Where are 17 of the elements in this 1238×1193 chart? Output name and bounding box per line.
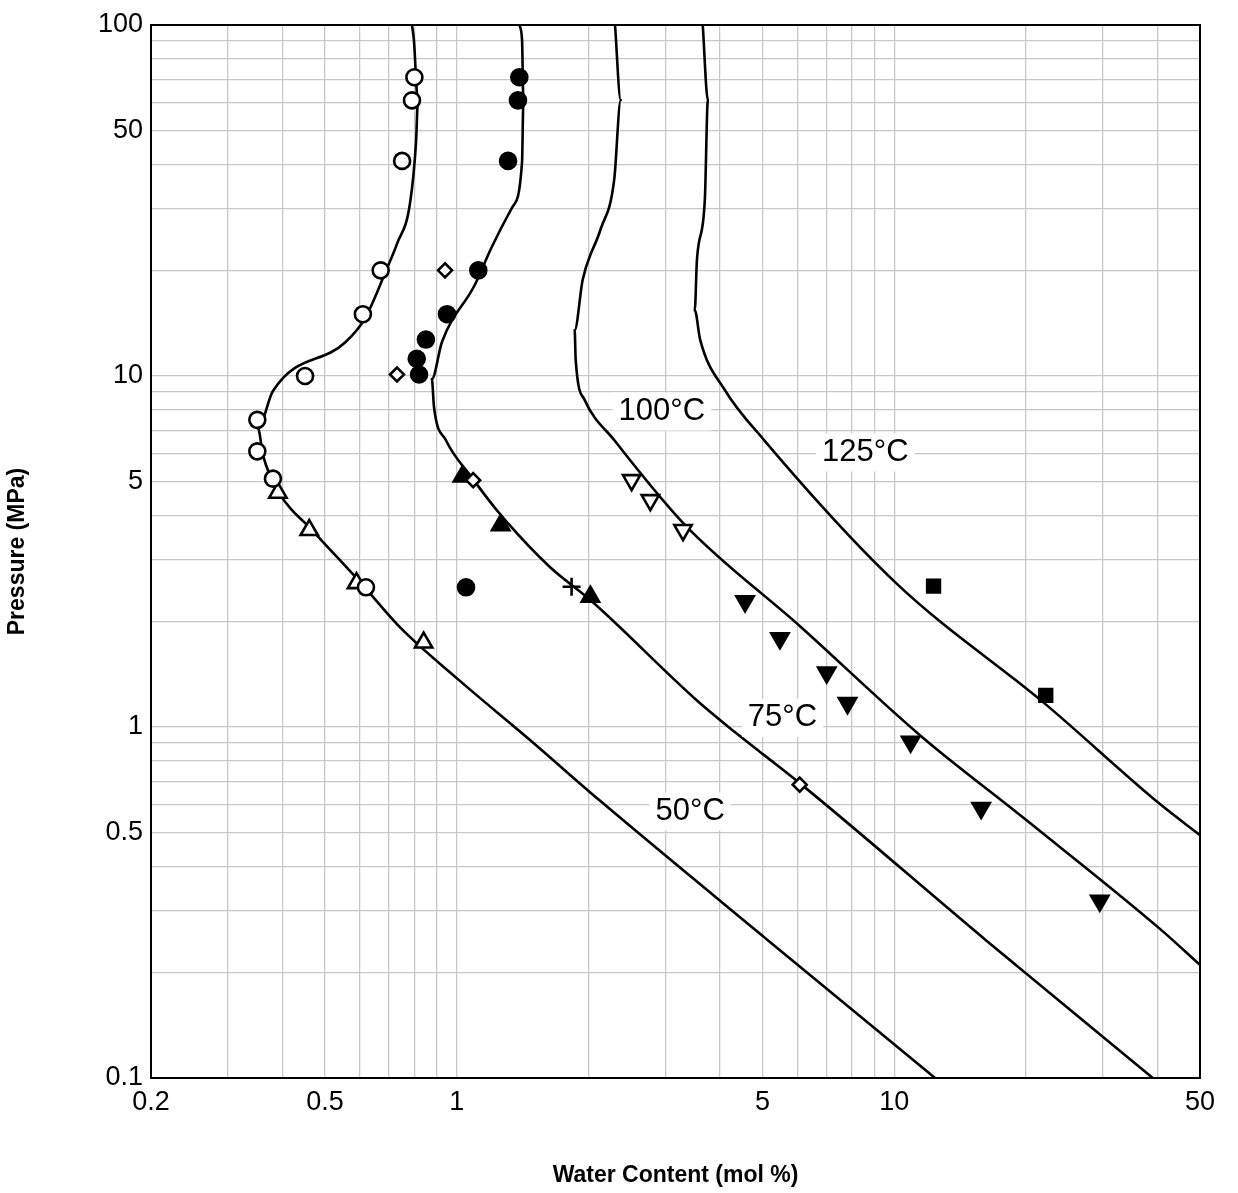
y-tick-label: 5 — [127, 465, 143, 496]
series-label: 100°C — [618, 392, 706, 427]
x-tick-label: 10 — [879, 1085, 910, 1116]
y-axis-title: Pressure (MPa) — [3, 467, 30, 636]
x-tick-label: 5 — [755, 1085, 771, 1116]
y-tick-label: 10 — [112, 359, 143, 390]
series-label: 75°C — [747, 698, 818, 734]
x-tick-label: 50 — [1184, 1085, 1216, 1116]
y-tick-label: 0.5 — [105, 816, 143, 847]
y-tick-label: 100 — [97, 8, 143, 39]
x-tick-label: 0.5 — [306, 1085, 344, 1116]
x-axis-title: Water Content (mol %) — [552, 1160, 799, 1187]
y-tick-label: 50 — [112, 114, 143, 145]
y-tick-label: 1 — [127, 710, 143, 741]
series-label: 50°C — [655, 792, 725, 828]
series-label: 125°C — [822, 433, 909, 469]
x-tick-label: 1 — [449, 1085, 465, 1116]
